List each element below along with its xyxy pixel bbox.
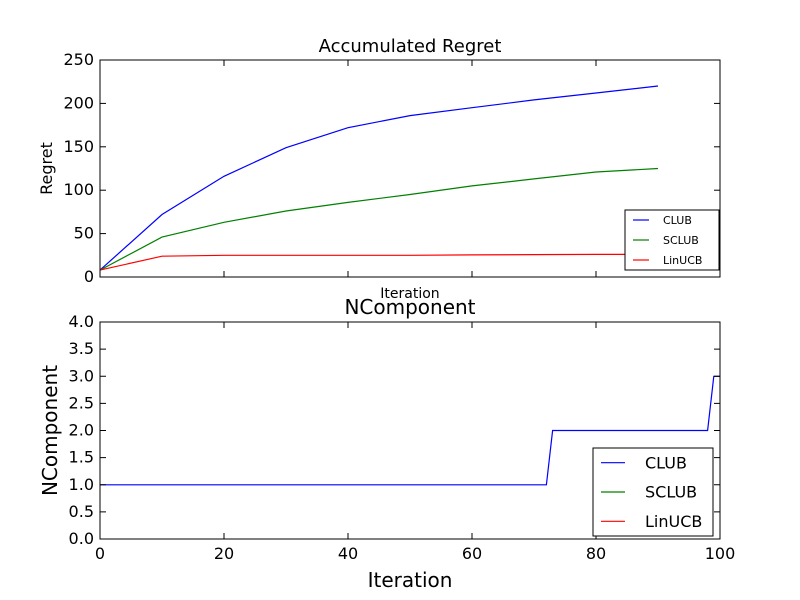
y-tick-label: 3.0 bbox=[69, 366, 94, 385]
y-tick-label: 1.5 bbox=[69, 448, 94, 467]
legend-label-sclub: SCLUB bbox=[663, 234, 699, 247]
y-tick-label: 3.5 bbox=[69, 339, 94, 358]
y-tick-label: 0 bbox=[84, 267, 94, 286]
y-tick-label: 200 bbox=[63, 93, 94, 112]
y-tick-label: 0.5 bbox=[69, 502, 94, 521]
x-axis-label: Iteration bbox=[380, 286, 439, 302]
plot-frame bbox=[99, 59, 721, 278]
y-tick-label: 150 bbox=[63, 137, 94, 156]
legend-label-linucb: LinUCB bbox=[663, 254, 702, 267]
legend-label-club: CLUB bbox=[663, 214, 692, 227]
y-tick-label: 50 bbox=[74, 224, 94, 243]
y-tick-label: 100 bbox=[63, 180, 94, 199]
y-tick-label: 4.0 bbox=[69, 312, 94, 331]
x-tick-label: 80 bbox=[586, 544, 606, 563]
y-tick-label: 2.5 bbox=[69, 393, 94, 412]
chart-panel-1: 0 50 100 150 200 250 Accumulated Regret Iterati… bbox=[37, 36, 721, 302]
legend-label-linucb: LinUCB bbox=[645, 512, 702, 531]
y-tick-label: 250 bbox=[63, 50, 94, 69]
x-tick-label: 40 bbox=[338, 544, 358, 563]
y-tick-label: 1.0 bbox=[69, 475, 94, 494]
y-tick-label: 2.0 bbox=[69, 421, 94, 440]
y-axis-label: NComponent bbox=[38, 365, 62, 496]
x-tick-label: 100 bbox=[705, 544, 736, 563]
x-tick-label: 20 bbox=[214, 544, 234, 563]
y-tick-label: 0.0 bbox=[69, 529, 94, 548]
chart-panel-2: 0.0 0.5 1.0 1.5 2.0 2.5 3.0 3.5 4.0 0 20 40 60 80 100 N… bbox=[38, 295, 735, 592]
chart-title: Accumulated Regret bbox=[319, 36, 502, 57]
series-line-club bbox=[99, 85, 659, 271]
series-line-linucb bbox=[99, 253, 658, 271]
legend-label-club: CLUB bbox=[645, 453, 687, 472]
legend-label-sclub: SCLUB bbox=[645, 483, 697, 502]
y-axis-label: Regret bbox=[37, 142, 56, 195]
x-tick-label: 60 bbox=[462, 544, 482, 563]
x-tick-label: 0 bbox=[95, 544, 105, 563]
series-line-sclub bbox=[99, 167, 659, 271]
x-axis-label: Iteration bbox=[368, 568, 453, 592]
chart-title: NComponent bbox=[344, 295, 475, 319]
